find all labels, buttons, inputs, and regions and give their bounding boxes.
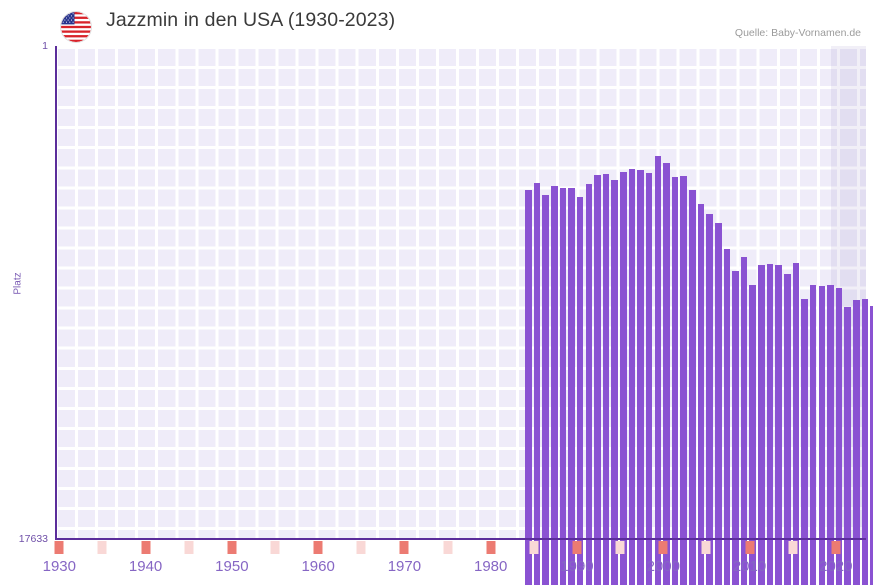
x-tick-mark-major — [658, 541, 668, 554]
bar — [775, 265, 782, 585]
us-flag-icon — [61, 12, 91, 42]
bar — [809, 284, 817, 585]
x-tick-mark-major — [572, 541, 582, 554]
y-axis-title: Platz — [12, 272, 24, 295]
x-tick-mark-minor — [529, 541, 539, 554]
x-tick-mark-minor — [615, 541, 625, 554]
bar — [628, 168, 636, 585]
bar — [844, 307, 851, 585]
x-tick-mark-major — [227, 541, 237, 554]
bar — [766, 263, 774, 585]
bar — [637, 170, 644, 585]
x-tick-label: 2020 — [819, 558, 853, 575]
x-tick-mark-minor — [701, 541, 711, 554]
bar-series — [110, 92, 873, 585]
bar — [714, 223, 722, 585]
chart-plot-area — [55, 46, 873, 585]
bar — [827, 284, 834, 585]
x-axis-line — [55, 538, 866, 540]
y-tick-top: 1 — [42, 40, 48, 52]
x-tick-mark-major — [831, 541, 841, 554]
bar — [783, 273, 791, 585]
bar — [542, 194, 549, 585]
bar — [568, 187, 575, 585]
bar — [594, 175, 601, 585]
x-tick-label: 1970 — [387, 558, 422, 575]
x-tick-mark-minor — [184, 541, 194, 554]
bar — [525, 189, 532, 585]
bar — [723, 248, 731, 585]
x-tick-mark-major — [141, 541, 151, 554]
x-tick-mark-major — [399, 541, 409, 554]
source-attribution: Quelle: Baby-Vornamen.de — [734, 27, 861, 39]
bar — [835, 287, 843, 585]
x-tick-label: 2000 — [646, 558, 680, 575]
x-tick-mark-major — [745, 541, 755, 554]
x-tick-mark-major — [54, 541, 64, 554]
bar — [740, 256, 748, 585]
bar — [654, 156, 662, 585]
page-title: Jazzmin in den USA (1930-2023) — [106, 9, 396, 31]
bar — [792, 262, 800, 585]
y-axis-line — [55, 46, 57, 540]
bar — [697, 203, 705, 585]
bar — [585, 183, 593, 585]
x-tick-label: 2010 — [732, 558, 767, 575]
bar — [602, 173, 610, 585]
bar — [611, 179, 618, 585]
bar — [801, 298, 808, 585]
bar — [870, 305, 873, 585]
bar — [671, 176, 679, 585]
bar — [645, 173, 653, 585]
x-tick-label: 1930 — [42, 558, 76, 575]
x-tick-label: 1950 — [215, 558, 249, 575]
x-tick-mark-minor — [356, 541, 366, 554]
x-tick-mark-minor — [443, 541, 453, 554]
x-tick-mark-major — [313, 541, 323, 554]
chart-header: Jazzmin in den USA (1930-2023) Quelle: B… — [0, 0, 873, 46]
bar — [533, 183, 541, 585]
x-tick-label: 1990 — [560, 558, 594, 575]
bar — [861, 298, 869, 585]
bar — [853, 300, 860, 585]
bar — [551, 185, 558, 585]
x-tick-mark-minor — [97, 541, 107, 554]
x-tick-label: 1960 — [301, 558, 335, 575]
bar — [680, 175, 687, 585]
bar — [749, 284, 757, 585]
x-tick-mark-major — [486, 541, 496, 554]
x-tick-label: 1980 — [474, 558, 508, 575]
bar — [732, 270, 739, 585]
bar — [689, 189, 696, 585]
bar — [663, 162, 670, 585]
x-tick-mark-minor — [788, 541, 798, 554]
chart-gridlines — [55, 46, 866, 539]
bar — [706, 213, 713, 585]
bar — [758, 265, 765, 585]
y-tick-bottom: 17633 — [18, 533, 48, 545]
bar — [818, 286, 826, 585]
x-tick-label: 1940 — [128, 558, 163, 575]
bar — [576, 196, 584, 585]
x-tick-mark-minor — [270, 541, 280, 554]
bar — [559, 187, 567, 585]
bar — [620, 172, 627, 585]
